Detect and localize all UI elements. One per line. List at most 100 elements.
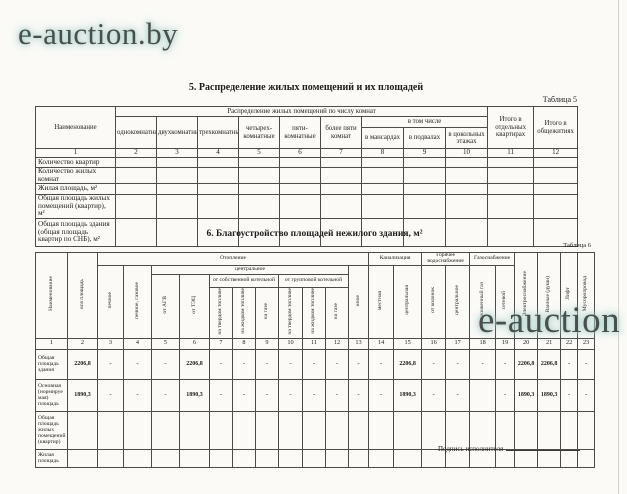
col-number: 6	[179, 337, 210, 350]
column-group-group-boiler: от групповой котельной	[278, 274, 349, 288]
column-header-ground-floor: в цокольных этажах	[444, 127, 489, 149]
column-group-including: в том числе	[360, 116, 489, 128]
data-cell	[279, 157, 321, 168]
data-cell	[533, 217, 579, 247]
data-cell	[487, 183, 535, 196]
data-cell	[197, 217, 239, 247]
column-header-total-dorms: Итого в общежитиях	[533, 106, 579, 149]
data-cell	[495, 448, 516, 468]
data-cell	[279, 183, 321, 196]
data-cell	[403, 183, 446, 196]
data-cell: -	[123, 378, 152, 412]
data-cell	[115, 166, 157, 185]
column-header-stove-gas-heating: печное, газовое	[123, 265, 152, 339]
data-cell	[238, 194, 280, 219]
column-header-total-area-label: вся площадь	[78, 278, 85, 309]
column-group-central-heating: центральное	[151, 265, 349, 275]
column-header-name: Наименование	[35, 252, 68, 339]
col-number: 10	[278, 337, 303, 350]
col-number: 10	[444, 148, 489, 158]
column-header-2room: двухкомнатные	[156, 116, 198, 149]
row-label: Общая площадь жилых помещений (квартир)	[35, 410, 68, 450]
col-number: 13	[347, 337, 370, 350]
data-cell	[156, 157, 198, 168]
data-cell: -	[495, 348, 516, 380]
data-cell	[232, 448, 256, 468]
data-cell	[444, 183, 489, 196]
column-header-stove-heating: печное	[97, 265, 124, 339]
data-cell	[278, 410, 303, 450]
col-number: 16	[421, 337, 447, 350]
column-group-own-boiler: от собственной котельной	[209, 274, 279, 288]
data-cell	[361, 183, 404, 196]
column-header-solid-fuel-label: на твердом топливе	[286, 288, 293, 335]
data-cell	[115, 157, 157, 168]
column-header-hot-water-geyser: от колонок	[421, 265, 447, 339]
col-number: 15	[393, 337, 423, 350]
column-header-agv: от АГВ	[151, 274, 180, 339]
col-number: 9	[403, 148, 446, 158]
data-cell	[320, 183, 362, 196]
column-header-stove-label: печное	[106, 292, 113, 309]
data-cell	[368, 448, 395, 468]
data-cell	[115, 217, 157, 247]
column-header-sewerage-local-label: местная	[377, 290, 384, 310]
data-cell: -	[97, 348, 124, 380]
data-cell	[347, 410, 370, 450]
data-cell: 1890,3	[393, 378, 423, 412]
data-cell	[469, 378, 497, 412]
data-cell: 2206,8	[67, 348, 98, 380]
col-number: 11	[302, 337, 326, 350]
data-cell	[487, 194, 535, 219]
column-header-basement: в подвалах	[403, 127, 446, 149]
data-cell: -	[560, 348, 579, 380]
data-cell	[115, 183, 157, 196]
data-cell	[361, 217, 404, 247]
data-cell	[238, 217, 280, 247]
data-cell: -	[560, 378, 579, 412]
data-cell	[403, 217, 446, 247]
table6-caption: Таблица 6	[563, 242, 591, 249]
data-cell: -	[577, 378, 596, 412]
data-cell	[179, 410, 210, 450]
data-cell: -	[278, 348, 303, 380]
col-number: 12	[533, 148, 579, 158]
col-number: 1	[35, 337, 68, 350]
column-header-solid-fuel: на твердом топливе	[209, 287, 233, 339]
column-header-3room: трехкомнатные	[197, 116, 239, 149]
column-header-sewerage-local: местная	[368, 265, 395, 339]
table5-caption: Таблица 5	[542, 95, 577, 104]
table6-amenities: Наименование вся площадь Отопление Канал…	[35, 252, 596, 468]
data-cell	[255, 448, 279, 468]
watermark-e-auction-top: e-auction.by	[18, 16, 179, 51]
data-cell	[209, 448, 233, 468]
col-number: 2	[115, 148, 157, 158]
row-label: Жилая площадь	[35, 448, 68, 468]
col-number: 8	[361, 148, 404, 158]
data-cell: -	[469, 348, 497, 380]
column-header-solid-fuel-label: на твердом топливе	[217, 288, 224, 335]
data-cell	[577, 448, 596, 468]
data-cell: -	[368, 378, 395, 412]
data-cell: -	[495, 378, 516, 412]
data-cell	[444, 166, 489, 185]
data-cell	[393, 410, 423, 450]
data-cell	[197, 157, 239, 168]
data-cell	[444, 157, 489, 168]
data-cell: 2206,8	[179, 348, 210, 380]
data-cell: 2206,8	[514, 348, 539, 380]
data-cell	[533, 166, 579, 185]
data-cell	[279, 194, 321, 219]
data-cell	[197, 183, 239, 196]
data-cell: -	[302, 348, 326, 380]
data-cell: -	[421, 348, 447, 380]
data-cell: -	[209, 348, 233, 380]
data-cell: -	[232, 348, 256, 380]
data-cell: -	[209, 378, 233, 412]
col-number: 7	[209, 337, 233, 350]
column-header-5room: пяти-комнатные	[279, 116, 321, 149]
row-label: Количество жилых комнат	[35, 166, 116, 185]
col-number: 3	[97, 337, 124, 350]
col-number: 5	[151, 337, 180, 350]
data-cell	[368, 410, 395, 450]
